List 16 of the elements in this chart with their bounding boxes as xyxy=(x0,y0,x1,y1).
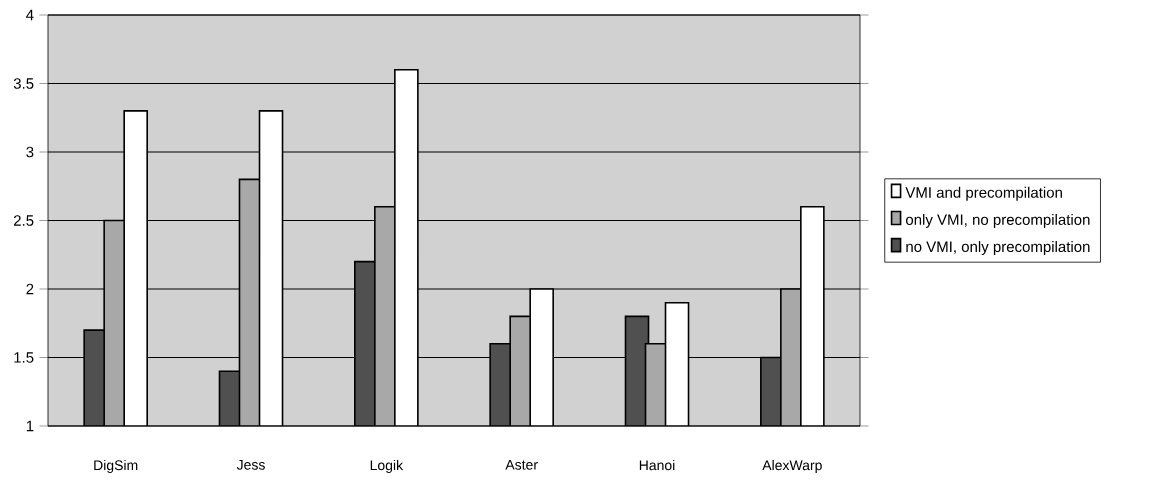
x-tick-label: Hanoi xyxy=(639,459,675,471)
y-tick-label: 4 xyxy=(26,9,34,21)
y-tick-label: 3 xyxy=(26,146,34,158)
x-tick-label: DigSim xyxy=(94,459,138,473)
y-tick-label: 2.5 xyxy=(13,215,34,226)
x-tick-label: Aster xyxy=(505,459,538,470)
legend-label: VMI and precompilation xyxy=(905,186,1062,201)
y-tick-label: 3.5 xyxy=(13,78,34,89)
y-tick-label: 2 xyxy=(26,283,34,295)
legend-label: no VMI, only precompilation xyxy=(906,241,1090,256)
y-tick-label: 1.5 xyxy=(14,352,34,363)
x-tick-label: AlexWarp xyxy=(762,459,822,473)
legend-label: only VMI, no precompilation xyxy=(905,213,1090,228)
x-tick-label: Logik xyxy=(370,459,404,473)
x-tick-label: Jess xyxy=(236,459,265,470)
y-tick-label: 1 xyxy=(26,420,34,432)
